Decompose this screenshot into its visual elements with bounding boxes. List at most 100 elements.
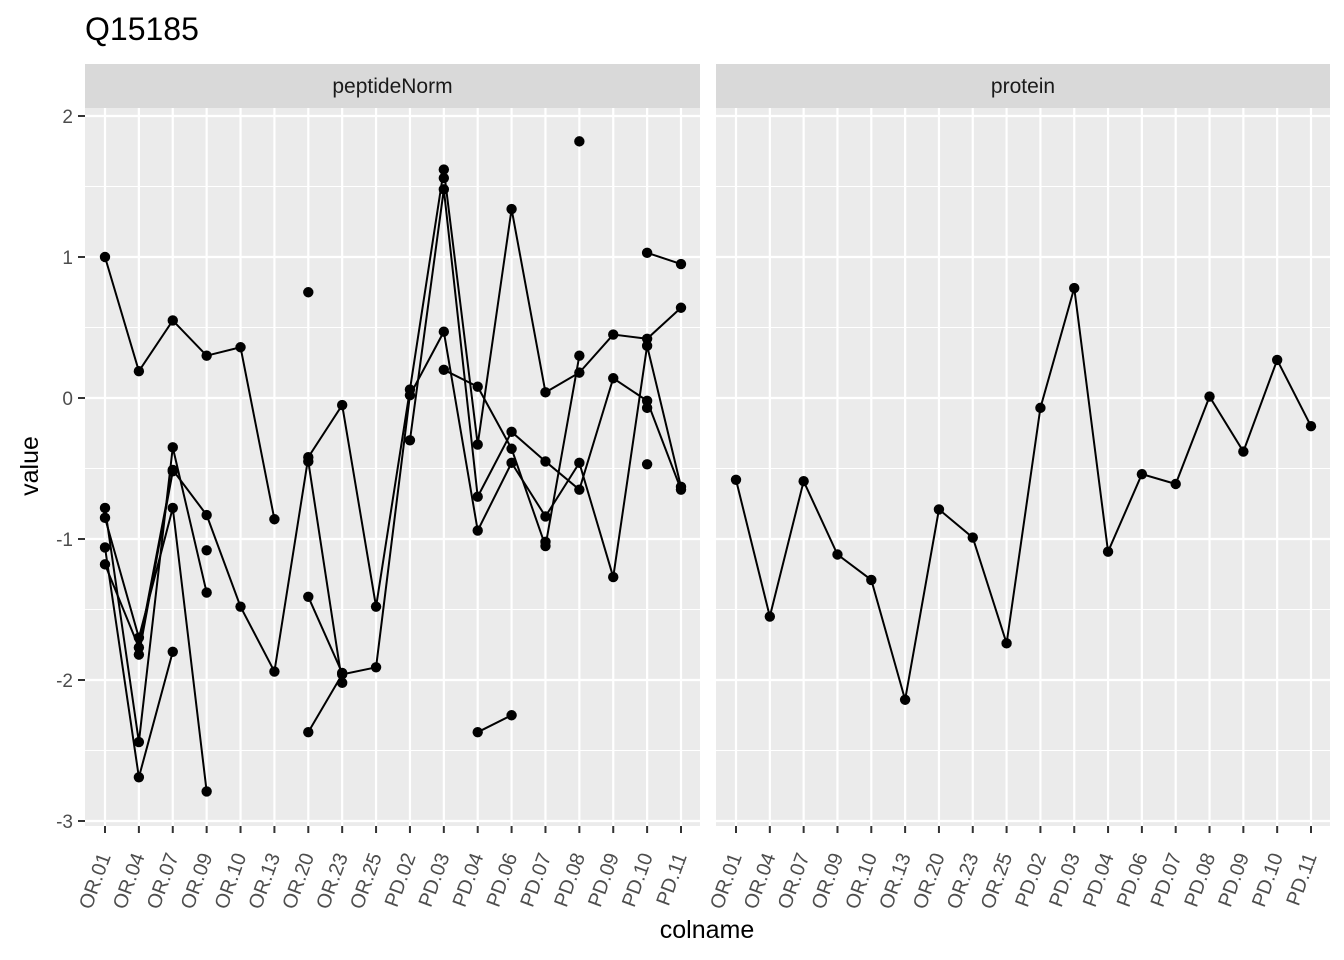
series-0-14 bbox=[574, 136, 585, 147]
facet-strip-label: peptideNorm bbox=[332, 75, 452, 98]
data-point bbox=[370, 601, 382, 612]
data-point bbox=[540, 536, 551, 548]
data-point bbox=[133, 366, 145, 377]
data-point bbox=[540, 511, 551, 522]
data-point bbox=[1238, 446, 1249, 457]
series-line bbox=[307, 596, 344, 674]
panel-background bbox=[85, 108, 700, 826]
data-point bbox=[933, 504, 945, 515]
data-point bbox=[506, 457, 517, 469]
x-tick-label: PD.11 bbox=[1283, 850, 1322, 908]
data-point bbox=[730, 474, 742, 485]
data-point bbox=[269, 666, 280, 677]
series-0-6 bbox=[201, 545, 212, 556]
data-point bbox=[167, 442, 178, 453]
series-0-16 bbox=[641, 402, 653, 414]
data-point bbox=[167, 466, 178, 477]
data-point bbox=[404, 389, 416, 401]
data-point bbox=[608, 329, 619, 340]
series-line bbox=[307, 328, 682, 733]
series-0-13 bbox=[540, 536, 551, 548]
facet-panel-protein: proteinOR.01OR.04OR.07OR.09OR.10OR.13OR.… bbox=[706, 64, 1330, 912]
facet-panels: peptideNormOR.01OR.04OR.07OR.09OR.10OR.1… bbox=[75, 64, 1330, 912]
y-tick-label: -3 bbox=[56, 812, 73, 833]
data-point bbox=[133, 736, 145, 748]
data-point bbox=[506, 710, 517, 721]
data-point bbox=[133, 649, 145, 660]
data-point bbox=[167, 502, 178, 514]
series-0-5 bbox=[133, 172, 450, 689]
series-0-1 bbox=[99, 442, 212, 748]
data-point bbox=[540, 387, 551, 398]
series-0-15 bbox=[641, 247, 687, 270]
data-point bbox=[608, 373, 619, 384]
data-point bbox=[472, 726, 483, 738]
data-point bbox=[506, 443, 517, 454]
data-point bbox=[1305, 421, 1317, 432]
data-point bbox=[303, 456, 314, 467]
data-point bbox=[506, 426, 517, 438]
data-point bbox=[1170, 478, 1181, 490]
y-tick-label: 2 bbox=[62, 107, 73, 128]
data-point bbox=[641, 247, 653, 258]
data-point bbox=[99, 512, 111, 524]
facet-strip bbox=[716, 64, 1330, 108]
x-axis-title: colname bbox=[660, 916, 755, 944]
data-point bbox=[303, 287, 314, 298]
data-point bbox=[675, 484, 687, 495]
data-point bbox=[472, 381, 483, 392]
data-point bbox=[675, 302, 687, 313]
data-point bbox=[675, 258, 687, 270]
data-point bbox=[540, 456, 551, 467]
data-point bbox=[832, 549, 843, 560]
series-line bbox=[104, 169, 682, 675]
data-point bbox=[574, 457, 585, 469]
data-point bbox=[472, 525, 483, 536]
data-point bbox=[438, 164, 450, 175]
data-point bbox=[99, 251, 111, 263]
data-point bbox=[438, 364, 450, 375]
data-point bbox=[336, 669, 348, 680]
data-point bbox=[336, 399, 348, 411]
series-line bbox=[307, 461, 344, 683]
data-point bbox=[167, 315, 178, 326]
series-0-12 bbox=[472, 710, 517, 738]
data-point bbox=[133, 772, 145, 783]
facet-strip-label: protein bbox=[991, 75, 1055, 98]
y-tick-label: 1 bbox=[62, 248, 73, 269]
data-point bbox=[1136, 468, 1148, 480]
data-point bbox=[201, 350, 212, 361]
series-line bbox=[646, 251, 682, 265]
y-tick-label: -2 bbox=[56, 671, 73, 692]
series-0-0 bbox=[99, 251, 280, 525]
series-line bbox=[137, 471, 174, 655]
data-point bbox=[574, 350, 585, 361]
data-point bbox=[967, 532, 978, 543]
data-point bbox=[574, 136, 585, 147]
data-point bbox=[1001, 638, 1012, 649]
data-point bbox=[641, 459, 653, 470]
data-point bbox=[1069, 282, 1080, 294]
y-tick-label: 0 bbox=[62, 389, 73, 410]
data-point bbox=[899, 694, 911, 705]
data-point bbox=[201, 545, 212, 556]
series-line bbox=[104, 447, 208, 743]
series-0-17 bbox=[641, 459, 653, 470]
panel-background bbox=[716, 108, 1330, 826]
data-point bbox=[472, 491, 483, 502]
y-axis-title: value bbox=[16, 436, 44, 496]
data-point bbox=[99, 559, 111, 570]
data-point bbox=[1271, 354, 1283, 366]
data-point bbox=[303, 591, 314, 603]
data-point bbox=[764, 611, 776, 622]
series-line bbox=[104, 256, 276, 520]
data-point bbox=[438, 172, 450, 184]
y-tick-label: -1 bbox=[56, 530, 73, 551]
data-point bbox=[235, 601, 246, 612]
data-point bbox=[269, 514, 280, 525]
data-point bbox=[438, 326, 450, 337]
data-point bbox=[506, 203, 517, 215]
data-point bbox=[404, 435, 416, 446]
facet-panel-peptideNorm: peptideNormOR.01OR.04OR.07OR.09OR.10OR.1… bbox=[75, 64, 700, 912]
